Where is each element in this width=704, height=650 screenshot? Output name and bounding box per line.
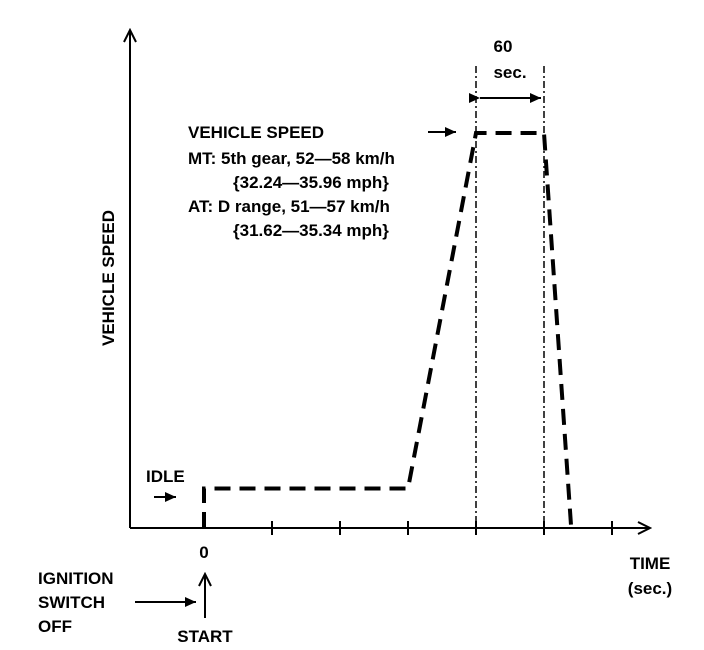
ignition-label-line2: SWITCH [38,593,105,612]
interval-unit: sec. [493,63,526,82]
start-label: START [177,627,233,646]
ignition-label-line3: OFF [38,617,72,636]
mt-spec: MT: 5th gear, 52—58 km/h [188,149,395,168]
x-axis-label-line1: TIME [630,554,671,573]
vehicle-speed-title: VEHICLE SPEED [188,123,324,142]
x-tick-label-0: 0 [199,543,208,562]
y-axis-label: VEHICLE SPEED [99,210,118,346]
at-spec-mph: {31.62—35.34 mph} [233,221,389,240]
x-axis-label-line2: (sec.) [628,579,672,598]
speed-profile-line [202,131,574,529]
at-spec: AT: D range, 51—57 km/h [188,197,390,216]
interval-guides [475,66,545,528]
mt-spec-mph: {32.24—35.96 mph} [233,173,389,192]
interval-value: 60 [494,37,513,56]
ignition-label-line1: IGNITION [38,569,114,588]
idle-label: IDLE [146,467,185,486]
